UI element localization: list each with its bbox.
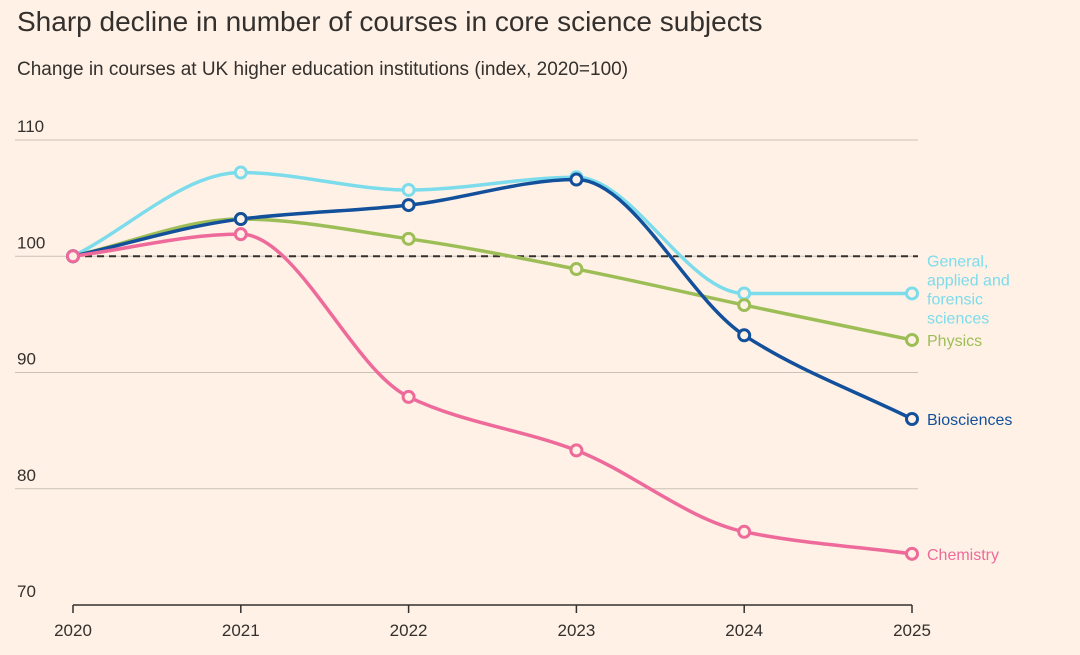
series-label-line: applied and	[927, 272, 1010, 289]
x-tick-label-2025: 2025	[893, 621, 931, 640]
point-chemistry-2022	[401, 389, 416, 404]
x-tick-label-2023: 2023	[557, 621, 595, 640]
series-label-physics: Physics	[927, 333, 982, 350]
x-tick-label-2021: 2021	[222, 621, 260, 640]
point-chemistry-2021	[233, 227, 248, 242]
y-tick-label-90: 90	[17, 350, 36, 369]
point-biosciences-2021	[233, 212, 248, 227]
gridlines	[15, 139, 918, 490]
point-general-applied-and-forensic-sciences-2025	[905, 286, 919, 301]
series-label-line: sciences	[927, 310, 989, 327]
point-general-applied-and-forensic-sciences-2024	[737, 286, 752, 301]
y-tick-label-100: 100	[17, 233, 45, 252]
point-chemistry-2024	[737, 524, 752, 539]
chart-subtitle: Change in courses at UK higher education…	[17, 59, 629, 80]
series-label-biosciences: Biosciences	[927, 412, 1012, 429]
point-chemistry-2025	[905, 546, 919, 561]
series-label-line: Biosciences	[927, 412, 1012, 429]
point-general-applied-and-forensic-sciences-2021	[233, 165, 248, 180]
series-lines	[71, 170, 914, 556]
point-physics-2023	[569, 262, 584, 277]
series-label-line: forensic	[927, 291, 983, 308]
series-label-chemistry: Chemistry	[927, 547, 999, 564]
point-chemistry-2020	[66, 249, 80, 264]
y-axis-ticks: 70 80 90 100 110	[17, 117, 45, 601]
x-tick-label-2024: 2024	[725, 621, 763, 640]
series-line-chemistry	[71, 232, 914, 556]
point-chemistry-2023	[569, 443, 584, 458]
series-line-physics	[71, 217, 914, 342]
series-line-biosciences	[71, 177, 914, 421]
series-label-line: General,	[927, 253, 988, 270]
y-tick-label-70: 70	[17, 582, 36, 601]
series-labels: General, applied and forensic sciences Physi…	[927, 253, 1012, 564]
point-biosciences-2024	[737, 328, 752, 343]
point-physics-2025	[905, 332, 919, 347]
chart-title: Sharp decline in number of courses in co…	[17, 6, 763, 37]
x-axis: 2020 2021 2022 2023 2024 2025	[54, 604, 931, 640]
x-tick-label-2020: 2020	[54, 621, 92, 640]
series-label-line: Chemistry	[927, 547, 999, 564]
series-markers	[66, 165, 919, 561]
point-general-applied-and-forensic-sciences-2022	[401, 182, 416, 197]
series-label-general-applied-and-forensic-sciences: General, applied and forensic sciences	[927, 253, 1010, 327]
y-tick-label-110: 110	[17, 117, 44, 136]
series-label-line: Physics	[927, 333, 982, 350]
y-tick-label-80: 80	[17, 466, 36, 485]
point-biosciences-2022	[401, 198, 416, 213]
point-physics-2024	[737, 298, 752, 313]
point-physics-2022	[401, 231, 416, 246]
point-biosciences-2023	[569, 172, 584, 187]
point-biosciences-2025	[905, 412, 919, 426]
x-tick-label-2022: 2022	[390, 621, 428, 640]
